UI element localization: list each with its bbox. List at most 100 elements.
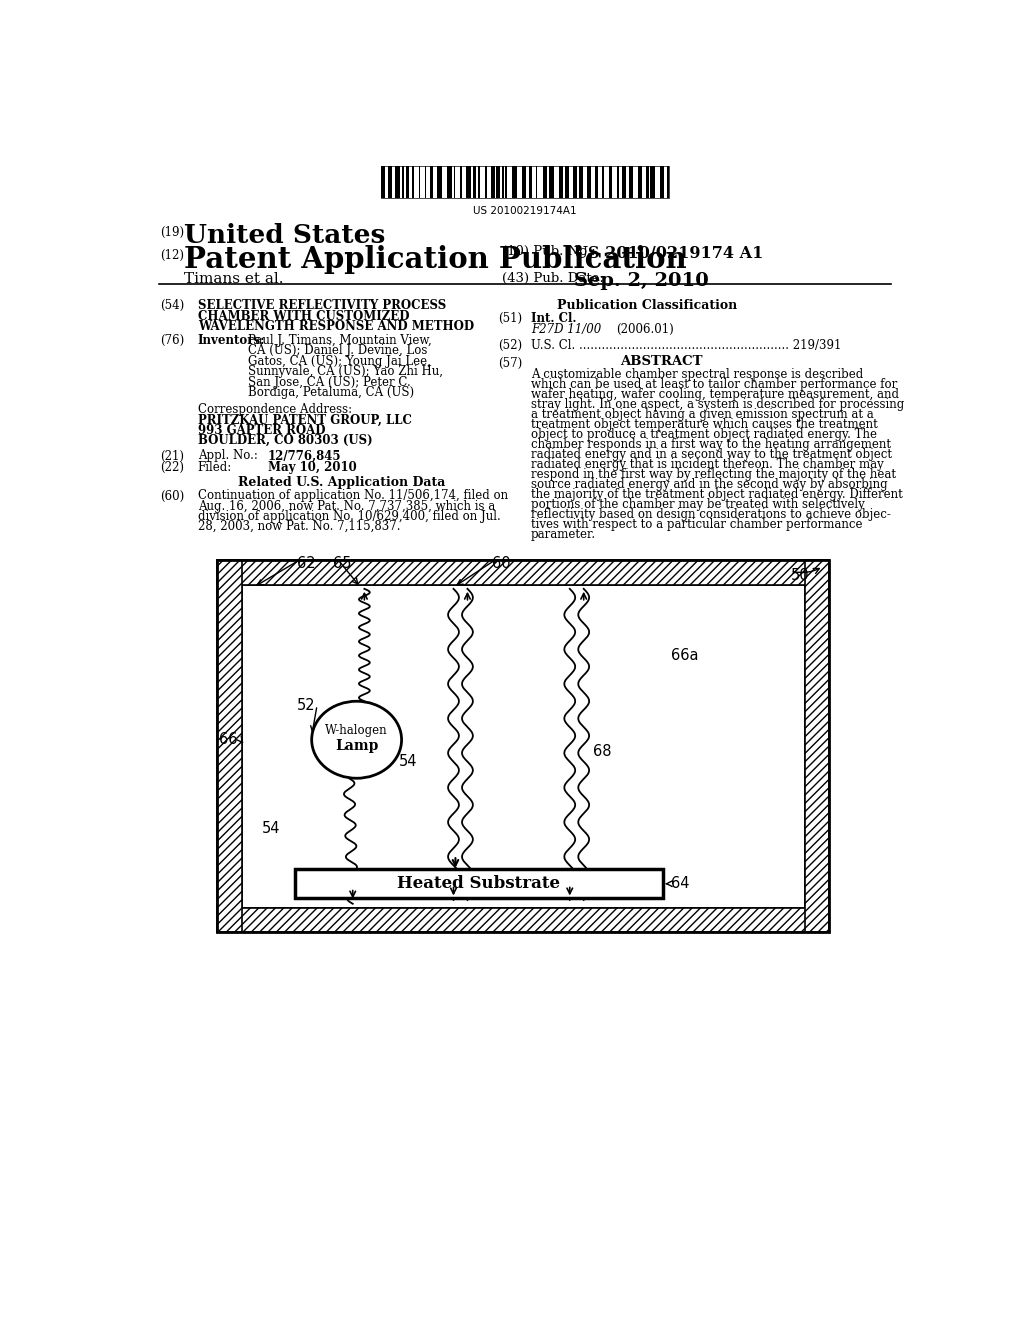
Bar [471,166,473,198]
Bar [512,166,517,198]
Text: Sunnyvale, CA (US); Yao Zhi Hu,: Sunnyvale, CA (US); Yao Zhi Hu, [248,366,443,378]
Text: Lamp: Lamp [335,739,378,752]
Text: (76): (76) [161,334,184,347]
Bar [660,166,665,198]
Bar [381,166,669,198]
Bar [484,166,486,198]
Bar [517,166,521,198]
Text: 54: 54 [261,821,280,836]
Bar [433,166,437,198]
Text: Publication Classification: Publication Classification [557,300,737,313]
Text: (19): (19) [161,226,184,239]
Text: a treatment object having a given emission spectrum at a: a treatment object having a given emissi… [531,408,873,421]
Bar [579,166,583,198]
Bar [388,166,391,198]
Bar [655,166,660,198]
Bar [521,166,526,198]
Text: CA (US); Daniel J. Devine, Los: CA (US); Daniel J. Devine, Los [248,345,427,358]
Text: 28, 2003, now Pat. No. 7,115,837.: 28, 2003, now Pat. No. 7,115,837. [198,520,400,532]
Text: 62: 62 [297,556,315,570]
Bar [642,166,646,198]
Text: object to produce a treatment object radiated energy. The: object to produce a treatment object rad… [531,428,877,441]
Bar [536,166,538,198]
Text: (10) Pub. No.:: (10) Pub. No.: [502,244,595,257]
Text: 12/776,845: 12/776,845 [267,449,341,462]
Bar [611,166,617,198]
Text: May 10, 2010: May 10, 2010 [267,461,356,474]
Bar [217,560,829,932]
Text: 993 GAPTER ROAD: 993 GAPTER ROAD [198,424,326,437]
Bar [414,166,419,198]
Bar [601,166,604,198]
Bar [381,166,385,198]
Text: Paul J. Timans, Mountain View,: Paul J. Timans, Mountain View, [248,334,432,347]
Text: stray light. In one aspect, a system is described for processing: stray light. In one aspect, a system is … [531,397,904,411]
Text: source radiated energy and in the second way by absorbing: source radiated energy and in the second… [531,478,888,491]
Bar [592,166,595,198]
Text: (54): (54) [161,300,184,313]
Text: (51): (51) [499,313,522,326]
Ellipse shape [311,701,401,779]
Text: Inventors:: Inventors: [198,334,265,347]
Text: Appl. No.:: Appl. No.: [198,449,258,462]
Bar [437,166,442,198]
Bar [649,166,650,198]
Bar [486,166,490,198]
Text: the majority of the treatment object radiated energy. Different: the majority of the treatment object rad… [531,488,903,502]
Text: WAVELENGTH RESPONSE AND METHOD: WAVELENGTH RESPONSE AND METHOD [198,321,474,333]
Bar [425,166,426,198]
Bar [583,166,587,198]
Text: treatment object temperature which causes the treatment: treatment object temperature which cause… [531,418,878,430]
Text: Sep. 2, 2010: Sep. 2, 2010 [573,272,709,289]
Text: Patent Application Publication: Patent Application Publication [183,246,686,275]
Bar [420,166,425,198]
Text: United States: United States [183,223,385,248]
Bar [217,560,242,932]
Text: 64: 64 [671,876,689,891]
Text: (43) Pub. Date:: (43) Pub. Date: [502,272,603,285]
Text: 65: 65 [333,556,351,570]
Text: US 2010/0219174 A1: US 2010/0219174 A1 [573,244,763,261]
Text: ABSTRACT: ABSTRACT [620,355,702,368]
Text: (57): (57) [499,358,522,370]
Text: 52: 52 [297,697,315,713]
Bar [598,166,601,198]
Bar [609,166,611,198]
Bar [495,166,496,198]
Bar [554,166,559,198]
Text: (2006.01): (2006.01) [616,323,674,337]
Bar [587,166,592,198]
Bar [577,166,579,198]
Text: (52): (52) [499,339,522,352]
Text: Filed:: Filed: [198,461,232,474]
Bar [531,166,536,198]
Text: W-halogen: W-halogen [326,723,388,737]
Bar [529,166,531,198]
Bar [559,166,563,198]
Text: SELECTIVE REFLECTIVITY PROCESS: SELECTIVE REFLECTIVITY PROCESS [198,300,446,313]
Bar [549,166,554,198]
Bar [620,166,623,198]
Bar [630,166,633,198]
Bar [395,166,400,198]
Text: radiated energy and in a second way to the treatment object: radiated energy and in a second way to t… [531,447,892,461]
Text: Gatos, CA (US); Young Jai Lee,: Gatos, CA (US); Young Jai Lee, [248,355,431,368]
Bar [526,166,529,198]
Bar [805,560,829,932]
Text: Continuation of application No. 11/506,174, filed on: Continuation of application No. 11/506,1… [198,490,508,503]
Text: (22): (22) [161,461,184,474]
Text: PRITZKAU PATENT GROUP, LLC: PRITZKAU PATENT GROUP, LLC [198,414,412,428]
Bar [543,166,547,198]
Bar [506,166,507,198]
Bar [504,166,506,198]
Bar [403,166,407,198]
Bar [480,166,484,198]
Text: 60: 60 [493,556,511,570]
Text: Correspondence Address:: Correspondence Address: [198,404,352,416]
Bar [476,166,477,198]
Bar [385,166,388,198]
Bar [452,166,454,198]
Text: tives with respect to a particular chamber performance: tives with respect to a particular chamb… [531,517,862,531]
Bar [565,166,569,198]
Bar [407,166,410,198]
